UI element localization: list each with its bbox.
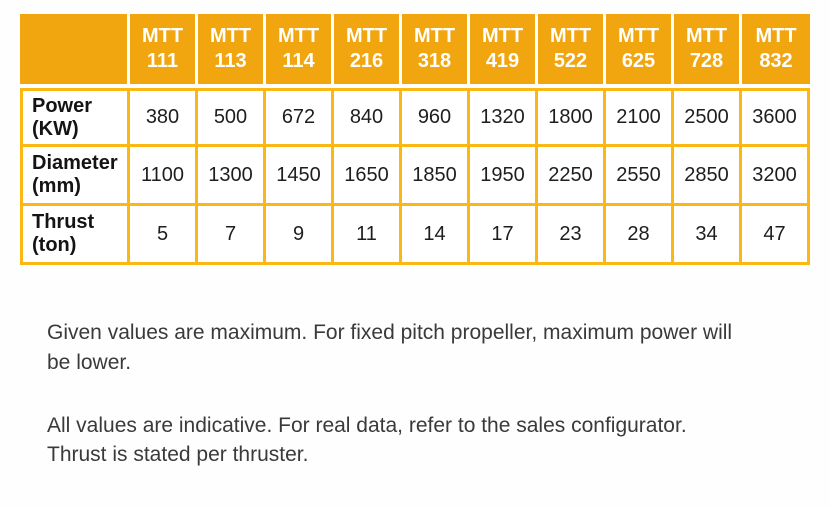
value-cell: 1100 — [130, 147, 198, 206]
thruster-spec-table: MTT 111 MTT 113 MTT 114 MTT 216 MTT 318 MTT 419 MTT 5… — [20, 14, 810, 265]
value-cell: 1950 — [470, 147, 538, 206]
value-cell: 960 — [402, 88, 470, 147]
row-label-line1: Power — [32, 94, 93, 117]
value-cell: 1650 — [334, 147, 402, 206]
value-cell: 2250 — [538, 147, 606, 206]
value-cell: 17 — [470, 206, 538, 265]
value-cell: 380 — [130, 88, 198, 147]
value-cell: 3200 — [742, 147, 810, 206]
column-header-mtt-114: MTT 114 — [266, 14, 334, 88]
column-header-mtt-625: MTT 625 — [606, 14, 674, 88]
spec-table-header: MTT 111 MTT 113 MTT 114 MTT 216 MTT 318 MTT 419 MTT 5… — [20, 14, 810, 88]
value-cell: 2500 — [674, 88, 742, 147]
note-line: Thrust is stated per thruster. — [47, 443, 309, 467]
column-header-line2: 419 — [485, 50, 520, 72]
note-line: All values are indicative. For real data… — [47, 413, 687, 437]
row-label-thrust: Thrust (ton) — [20, 206, 130, 265]
column-header-line1: MTT — [481, 25, 524, 47]
header-row: MTT 111 MTT 113 MTT 114 MTT 216 MTT 318 MTT 419 MTT 5… — [20, 14, 810, 88]
column-header-line1: MTT — [685, 25, 728, 47]
value-cell: 672 — [266, 88, 334, 147]
row-label-diameter: Diameter (mm) — [20, 147, 130, 206]
column-header-line2: 318 — [417, 50, 452, 72]
column-header-line1: MTT — [345, 25, 388, 47]
row-label-line2: (ton) — [32, 234, 77, 256]
column-header-line2: 111 — [146, 50, 179, 72]
column-header-line1: MTT — [755, 25, 797, 47]
column-header-mtt-318: MTT 318 — [402, 14, 470, 88]
value-cell: 1450 — [266, 147, 334, 206]
column-header-line2: 114 — [282, 50, 315, 72]
column-header-line2: 625 — [621, 50, 656, 72]
value-cell: 28 — [606, 206, 674, 265]
value-cell: 5 — [130, 206, 198, 265]
value-cell: 840 — [334, 88, 402, 147]
note-line: be lower. — [47, 350, 132, 374]
column-header-line1: MTT — [277, 25, 320, 47]
value-cell: 1300 — [198, 147, 266, 206]
value-cell: 1320 — [470, 88, 538, 147]
row-label-line1: Diameter — [32, 152, 118, 174]
column-header-mtt-216: MTT 216 — [334, 14, 402, 88]
column-header-line1: MTT — [413, 25, 456, 47]
column-header-line1: MTT — [141, 25, 184, 47]
column-header-mtt-111: MTT 111 — [130, 14, 198, 88]
row-label-line2: (KW) — [32, 117, 79, 140]
column-header-line2: 522 — [553, 50, 588, 72]
value-cell: 47 — [742, 206, 810, 265]
value-cell: 23 — [538, 206, 606, 265]
value-cell: 2100 — [606, 88, 674, 147]
row-label-line1: Thrust — [32, 211, 95, 233]
value-cell: 11 — [334, 206, 402, 265]
table-row: Thrust (ton) 5 7 9 11 14 17 23 28 34 47 — [20, 206, 810, 265]
note-paragraph: All values are indicative. For real data… — [47, 411, 807, 471]
column-header-mtt-522: MTT 522 — [538, 14, 606, 88]
table-row: Power (KW) 380 500 672 840 960 1320 1800 2100 2500… — [20, 88, 810, 147]
footnotes: Given values are maximum. For fixed pitc… — [47, 318, 807, 503]
note-line: Given values are maximum. For fixed pitc… — [47, 321, 733, 344]
column-header-line2: 832 — [759, 50, 793, 72]
column-header-line1: MTT — [617, 25, 660, 47]
value-cell: 3600 — [742, 88, 810, 147]
value-cell: 9 — [266, 206, 334, 265]
column-header-line1: MTT — [209, 25, 252, 47]
value-cell: 14 — [402, 206, 470, 265]
row-label-line2: (mm) — [32, 175, 81, 197]
value-cell: 7 — [198, 206, 266, 265]
row-label-power: Power (KW) — [20, 88, 130, 147]
column-header-mtt-113: MTT 113 — [198, 14, 266, 88]
value-cell: 500 — [198, 88, 266, 147]
column-header-line2: 728 — [689, 50, 724, 72]
table-row: Diameter (mm) 1100 1300 1450 1650 1850 1950 2250… — [20, 147, 810, 206]
column-header-mtt-728: MTT 728 — [674, 14, 742, 88]
table-corner-cell — [20, 14, 130, 88]
column-header-line2: 113 — [214, 50, 247, 72]
value-cell: 34 — [674, 206, 742, 265]
column-header-mtt-832: MTT 832 — [742, 14, 810, 88]
column-header-line2: 216 — [349, 50, 384, 72]
note-paragraph: Given values are maximum. For fixed pitc… — [47, 318, 807, 378]
value-cell: 2550 — [606, 147, 674, 206]
column-header-line1: MTT — [549, 25, 592, 47]
value-cell: 2850 — [674, 147, 742, 206]
spec-table-body: Power (KW) 380 500 672 840 960 1320 1800 2100 2500… — [20, 88, 810, 265]
value-cell: 1850 — [402, 147, 470, 206]
column-header-mtt-419: MTT 419 — [470, 14, 538, 88]
value-cell: 1800 — [538, 88, 606, 147]
